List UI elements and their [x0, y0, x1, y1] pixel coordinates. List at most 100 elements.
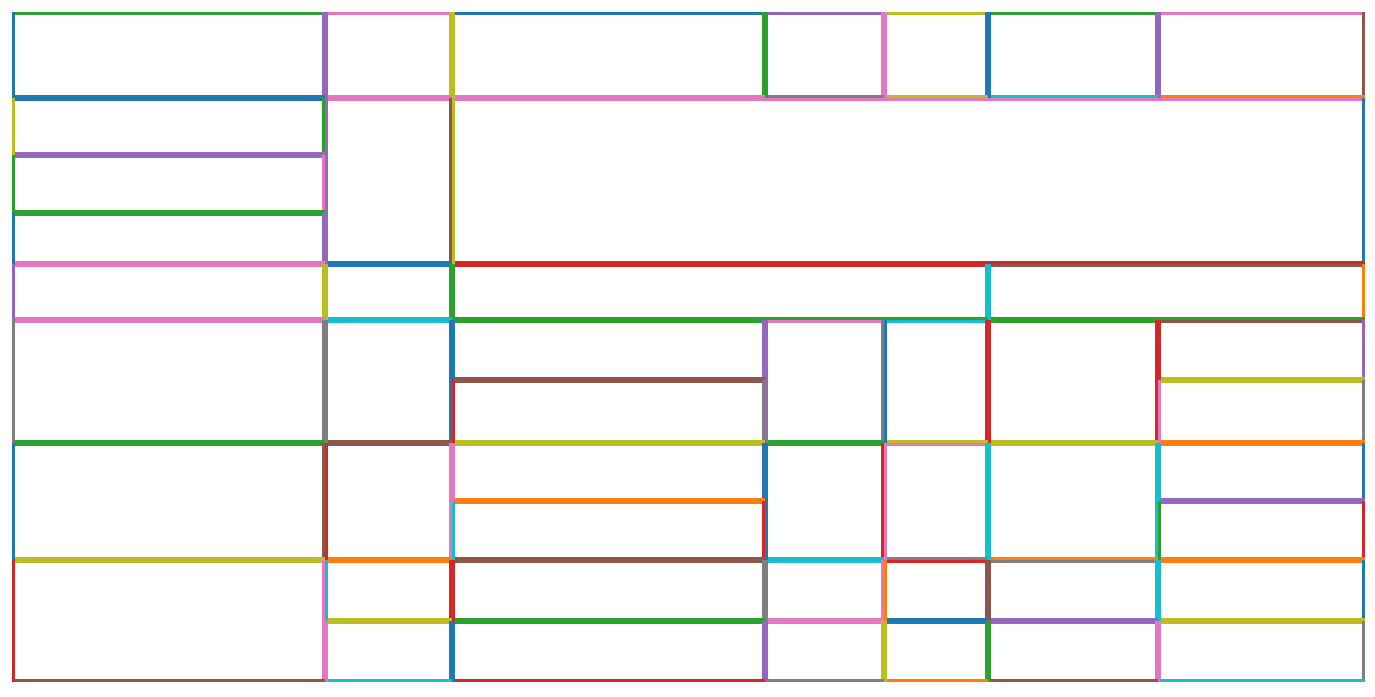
treemap-rect: [1158, 320, 1365, 380]
rect-edge-right: [449, 320, 452, 443]
rect-edge-left: [1158, 380, 1161, 443]
rect-edge-right: [1362, 12, 1365, 98]
rect-edge-bottom: [325, 557, 452, 560]
rect-edge-left: [12, 443, 15, 560]
rect-edge-left: [452, 12, 455, 98]
rect-edge-left: [452, 560, 455, 621]
rect-edge-bottom: [325, 95, 452, 98]
treemap-rect: [765, 560, 884, 621]
rect-edge-top: [765, 12, 884, 15]
treemap-rect: [325, 264, 452, 320]
rect-edge-top: [988, 12, 1158, 15]
rect-edge-left: [1158, 501, 1161, 560]
rect-edge-top: [452, 98, 1365, 101]
rect-edge-right: [1155, 621, 1158, 682]
rect-edge-right: [449, 264, 452, 320]
rect-edge-right: [762, 621, 765, 682]
treemap-rect: [452, 443, 765, 501]
rect-edge-bottom: [765, 95, 884, 98]
rect-edge-left: [884, 621, 887, 682]
rect-edge-left: [1158, 560, 1161, 621]
treemap-rect: [325, 12, 452, 98]
rect-edge-left: [12, 98, 15, 155]
rect-edge-right: [762, 560, 765, 621]
treemap-rect: [12, 443, 325, 560]
rect-edge-right: [762, 320, 765, 380]
rect-edge-bottom: [12, 210, 325, 213]
rect-edge-left: [325, 12, 328, 98]
rect-edge-top: [325, 12, 452, 15]
treemap-rect: [12, 12, 325, 98]
treemap-rect: [452, 501, 765, 560]
rect-edge-bottom: [988, 618, 1158, 621]
rect-edge-left: [12, 155, 15, 213]
rect-edge-bottom: [452, 679, 765, 682]
rect-edge-bottom: [884, 618, 988, 621]
rect-edge-left: [988, 320, 991, 443]
rect-edge-left: [1158, 443, 1161, 501]
rect-edge-left: [12, 264, 15, 320]
treemap-rect: [884, 443, 988, 560]
treemap-rect: [325, 560, 452, 621]
rect-edge-left: [452, 98, 455, 264]
treemap-rect: [884, 621, 988, 682]
rect-edge-right: [322, 320, 325, 443]
rect-edge-bottom: [1158, 618, 1365, 621]
rect-edge-top: [884, 560, 988, 563]
treemap-rect: [452, 621, 765, 682]
treemap-rect: [765, 320, 884, 443]
rect-edge-left: [325, 98, 328, 264]
rect-edge-left: [12, 213, 15, 264]
rect-edge-right: [1362, 443, 1365, 501]
rect-edge-right: [1362, 320, 1365, 380]
rect-edge-right: [881, 560, 884, 621]
rect-edge-right: [881, 621, 884, 682]
rect-edge-left: [452, 320, 455, 380]
rect-edge-right: [1362, 264, 1365, 320]
rect-edge-left: [884, 320, 887, 443]
rect-edge-top: [325, 621, 452, 624]
rect-edge-right: [985, 443, 988, 560]
rect-edge-top: [1158, 560, 1365, 563]
rect-edge-top: [988, 621, 1158, 624]
rect-edge-top: [325, 98, 452, 101]
rect-edge-left: [988, 621, 991, 682]
rect-edge-left: [765, 12, 768, 98]
rect-edge-top: [1158, 443, 1365, 446]
rect-edge-right: [322, 213, 325, 264]
rect-edge-right: [881, 320, 884, 443]
rect-edge-right: [1362, 380, 1365, 443]
rect-edge-right: [985, 264, 988, 320]
rect-edge-bottom: [1158, 440, 1365, 443]
rect-edge-bottom: [452, 377, 765, 380]
treemap-rect: [1158, 621, 1365, 682]
rect-edge-left: [884, 560, 887, 621]
treemap-rect: [452, 320, 765, 380]
treemap-rect: [1158, 560, 1365, 621]
rect-edge-top: [765, 320, 884, 323]
rect-edge-bottom: [12, 679, 325, 682]
rect-edge-left: [1158, 621, 1161, 682]
rect-edge-top: [12, 98, 325, 101]
rect-edge-bottom: [765, 679, 884, 682]
rect-edge-right: [322, 98, 325, 155]
treemap-rect: [884, 560, 988, 621]
rect-edge-top: [12, 264, 325, 267]
rect-edge-right: [449, 560, 452, 621]
rect-edge-left: [452, 501, 455, 560]
rect-edge-top: [12, 443, 325, 446]
rect-edge-top: [988, 264, 1365, 267]
rect-edge-left: [884, 12, 887, 98]
rect-edge-left: [452, 443, 455, 501]
rect-edge-bottom: [325, 440, 452, 443]
treemap-rect: [12, 98, 325, 155]
rect-edge-top: [1158, 621, 1365, 624]
rect-edge-right: [1362, 98, 1365, 264]
rect-edge-top: [452, 501, 765, 504]
rect-edge-right: [449, 443, 452, 560]
treemap-rect: [325, 621, 452, 682]
rect-edge-left: [325, 621, 328, 682]
treemap-rect: [1158, 443, 1365, 501]
rect-edge-top: [765, 621, 884, 624]
